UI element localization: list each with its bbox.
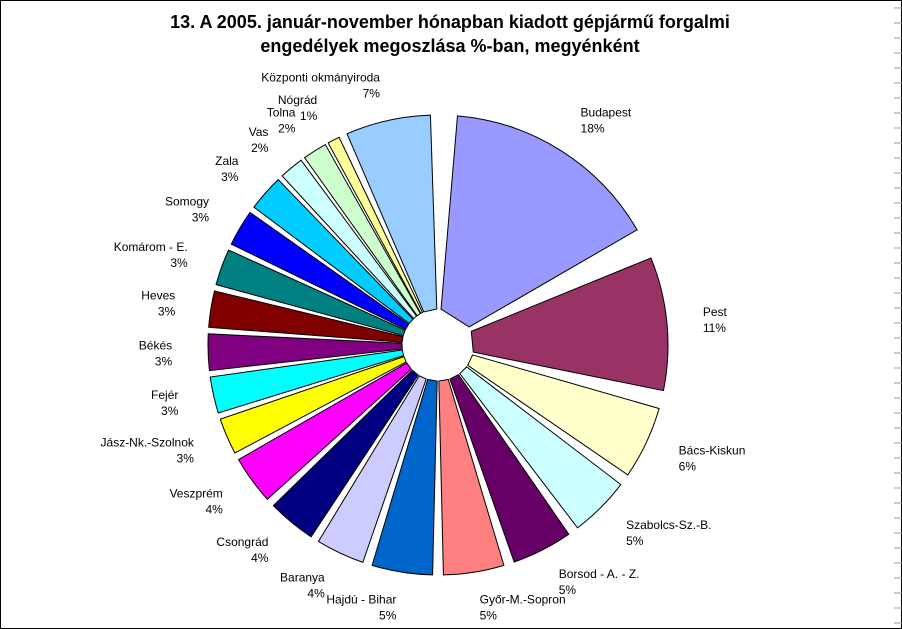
slice-label-veszprem: Veszprém 4%: [169, 486, 223, 516]
chart-title-line-2: engedélyek megoszlása %-ban, megyénként: [260, 36, 640, 56]
slice-percent: 2%: [251, 141, 269, 155]
pie-slice-hajdu-bihar: [371, 378, 438, 576]
pie-slice-borsod-a-z: [449, 373, 570, 563]
slice-label-budapest: Budapest 18%: [581, 105, 632, 135]
pie-slice-zala: [253, 178, 414, 325]
slice-name: Budapest: [581, 105, 632, 119]
pie-slice-jasz-nk-szolnok: [219, 355, 407, 454]
pie-slice-komarom-e: [215, 249, 406, 337]
slice-percent: 3%: [155, 354, 173, 368]
slice-percent: 3%: [192, 211, 210, 225]
slice-label-csongrad: Csongrád 4%: [216, 535, 268, 565]
slice-percent: 3%: [170, 256, 188, 270]
pie-slice-bekes: [207, 333, 403, 372]
slice-percent: 4%: [307, 587, 325, 601]
slice-label-jasz-nk-szolnok: Jász-Nk.-Szolnok 3%: [101, 436, 195, 466]
slice-label-gyor-m-sopron: Győr-M.-Sopron 5%: [480, 593, 566, 623]
slice-percent: 18%: [581, 121, 605, 135]
slice-name: Borsod - A. - Z.: [559, 567, 640, 581]
slice-label-pest: Pest 11%: [703, 305, 728, 335]
slice-label-komarom-e: Komárom - E. 3%: [114, 240, 188, 270]
pie-labels: Budapest 18% Pest 11% Bács-Kiskun 6% Szabolcs-…: [101, 70, 746, 622]
pie-slice-csongrad: [272, 369, 419, 538]
slice-percent: 5%: [559, 583, 577, 597]
slice-percent: 4%: [205, 502, 223, 516]
chart-title: 13. A 2005. január-november hónapban kia…: [20, 10, 880, 58]
pie-slice-szabolcs-sz-b: [459, 366, 622, 529]
slice-label-bacs-kiskun: Bács-Kiskun 6%: [679, 443, 746, 473]
pie-slice-vas: [281, 159, 418, 320]
slice-name: Fejér: [151, 388, 178, 402]
slice-name: Komárom - E.: [114, 240, 188, 254]
slice-name: Baranya: [280, 571, 325, 585]
slice-percent: 5%: [480, 609, 498, 623]
slice-label-fejer: Fejér 3%: [151, 388, 179, 418]
pie-slice-budapest: [440, 115, 638, 328]
slice-label-hajdu-bihar: Hajdú - Bihar 5%: [326, 593, 396, 623]
slice-label-kozponti-okmanyiroda: Központi okmányiroda 7%: [261, 70, 380, 100]
pie-slice-kozponti-okmanyiroda: [346, 114, 438, 313]
pie-slice-tolna: [303, 143, 422, 317]
slice-name: Központi okmányiroda: [261, 70, 380, 84]
slice-name: Veszprém: [169, 486, 222, 500]
pie-slice-baranya: [317, 375, 427, 564]
slice-percent: 1%: [300, 109, 318, 123]
slice-percent: 3%: [158, 304, 176, 318]
slice-percent: 6%: [679, 459, 697, 473]
slice-name: Békés: [139, 338, 172, 352]
slice-name: Somogy: [165, 195, 209, 209]
slice-percent: 4%: [251, 551, 269, 565]
slice-name: Nógrád: [278, 93, 317, 107]
slice-label-szabolcs-sz-b: Szabolcs-Sz.-B. 5%: [626, 518, 711, 548]
pie-slice-fejer: [209, 349, 405, 414]
slice-name: Tolna: [267, 105, 296, 119]
slice-percent: 5%: [626, 534, 644, 548]
pie-slices: [207, 114, 669, 576]
slice-name: Heves: [141, 288, 175, 302]
pie-slice-nograd: [327, 136, 424, 315]
slice-percent: 7%: [363, 86, 381, 100]
slice-label-heves: Heves 3%: [141, 288, 175, 318]
slice-percent: 3%: [161, 404, 179, 418]
slice-name: Csongrád: [216, 535, 268, 549]
slice-label-somogy: Somogy 3%: [165, 195, 209, 225]
slice-name: Szabolcs-Sz.-B.: [626, 518, 711, 532]
slice-percent: 5%: [379, 609, 397, 623]
slice-label-nograd: Nógrád 1%: [278, 93, 318, 123]
slice-name: Zala: [215, 154, 239, 168]
slice-name: Győr-M.-Sopron: [480, 593, 566, 607]
slice-name: Vas: [249, 125, 269, 139]
slice-label-zala: Zala 3%: [215, 154, 239, 184]
slice-label-bekes: Békés 3%: [139, 338, 173, 368]
slice-label-tolna: Tolna 2%: [267, 105, 296, 135]
slice-label-vas: Vas 2%: [249, 125, 269, 155]
slice-name: Jász-Nk.-Szolnok: [101, 436, 195, 450]
pie-slice-veszprem: [237, 362, 412, 500]
right-edge-ticks: [894, 7, 902, 624]
pie-slice-somogy: [230, 211, 410, 330]
slice-name: Bács-Kiskun: [679, 443, 746, 457]
slice-percent: 2%: [278, 121, 296, 135]
slice-name: Hajdú - Bihar: [326, 593, 396, 607]
chart-title-line-1: 13. A 2005. január-november hónapban kia…: [170, 12, 730, 32]
pie-slice-bacs-kiskun: [467, 354, 660, 476]
slice-name: Pest: [703, 305, 728, 319]
pie-slice-pest: [470, 257, 669, 392]
slice-label-baranya: Baranya 4%: [280, 571, 325, 601]
pie-slice-gyor-m-sopron: [438, 378, 505, 576]
slice-percent: 11%: [703, 321, 726, 335]
pie-slice-heves: [208, 290, 404, 343]
slice-label-borsod-a-z: Borsod - A. - Z. 5%: [559, 567, 640, 597]
slice-percent: 3%: [177, 452, 195, 466]
slice-percent: 3%: [221, 170, 239, 184]
